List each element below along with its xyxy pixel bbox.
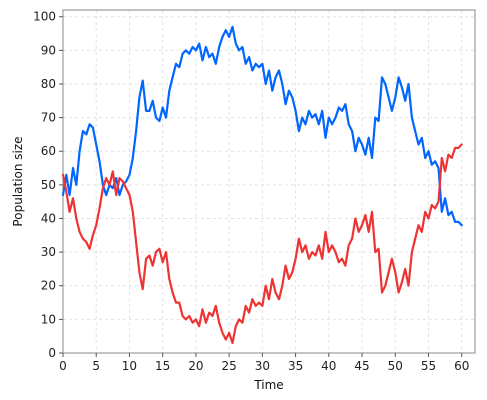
y-tick-label: 80 (41, 77, 56, 91)
series-line-1 (61, 25, 463, 227)
grid (62, 10, 475, 354)
y-tick-label: 90 (41, 43, 56, 57)
series-lines (61, 25, 463, 344)
y-tick-label: 30 (41, 245, 56, 259)
y-tick-label: 100 (33, 10, 56, 24)
x-axis-title: Time (253, 378, 283, 392)
x-tick-label: 25 (221, 359, 236, 373)
y-tick-label: 20 (41, 279, 56, 293)
y-tick-label: 50 (41, 178, 56, 192)
x-tick-label: 45 (354, 359, 369, 373)
x-tick-label: 40 (321, 359, 336, 373)
x-tick-label: 5 (92, 359, 100, 373)
x-tick-label: 60 (454, 359, 469, 373)
y-tick-label: 40 (41, 211, 56, 225)
plot-frame (62, 9, 476, 354)
y-tick-label: 10 (41, 312, 56, 326)
x-tick-label: 30 (255, 359, 270, 373)
y-axis-title: Population size (11, 136, 25, 226)
axis-ticks: 0 5 10 15 20 25 30 35 40 45 50 55 60 0 10 20 30 40 50 60 70 8… (33, 10, 469, 373)
y-tick-label: 70 (41, 111, 56, 125)
x-tick-label: 35 (288, 359, 303, 373)
x-tick-label: 20 (188, 359, 203, 373)
x-tick-label: 15 (155, 359, 170, 373)
x-tick-label: 0 (59, 359, 67, 373)
x-tick-label: 55 (421, 359, 436, 373)
y-tick-label: 0 (48, 346, 56, 360)
y-tick-label: 60 (41, 144, 56, 158)
x-tick-label: 50 (388, 359, 403, 373)
series-line-2 (61, 143, 463, 344)
x-tick-label: 10 (122, 359, 137, 373)
